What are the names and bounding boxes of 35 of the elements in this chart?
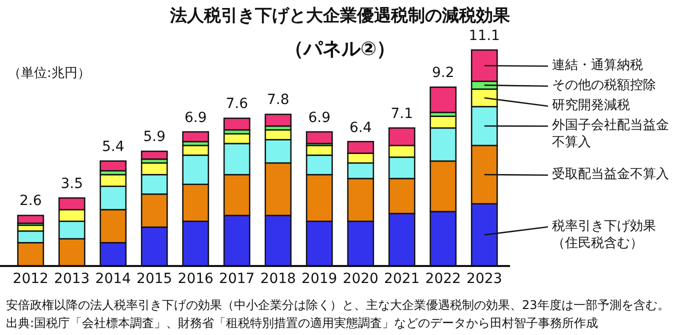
annotation: 7.8 <box>266 92 290 108</box>
chart-title: 法人税引き下げと大企業優遇税制の減税効果 <box>170 5 510 27</box>
annotation: 6.9 <box>308 110 331 126</box>
annotation: 11.1 <box>468 28 500 44</box>
annotation: 3.5 <box>60 176 84 192</box>
annotation: 7.6 <box>226 96 248 112</box>
annotation: 6.4 <box>349 120 372 136</box>
x-tick-label: 2013 <box>54 271 90 287</box>
annotation: 6.9 <box>184 110 207 126</box>
legend-label: 研究開発減税 <box>552 97 631 114</box>
legend-label: 税率引き下げ効果（住民税含む） <box>552 218 657 252</box>
x-tick-label: 2018 <box>260 271 296 287</box>
annotation: 5.4 <box>102 139 124 156</box>
annotation: 7.1 <box>390 106 414 122</box>
annotation: 9.2 <box>432 65 454 82</box>
legend-label: その他の税額控除 <box>552 77 657 94</box>
legend-label: 外国子会社配当益金不算入 <box>552 117 670 152</box>
annotation: 5.9 <box>143 129 166 146</box>
text: 安倍政権以降の法人税率引き下げの効果（中小企業分は除く）と、主な大企業優遇税制の効果、23年度は一部予測を含む。 <box>6 297 670 314</box>
annotation: （単位:兆円） <box>8 65 90 82</box>
annotation: 2.6 <box>19 193 42 210</box>
x-tick-label: 2022 <box>425 271 461 287</box>
x-tick-label: 2019 <box>302 271 338 287</box>
x-tick-label: 2023 <box>466 271 502 287</box>
x-tick-label: 2012 <box>12 271 48 287</box>
x-tick-label: 2016 <box>178 271 214 287</box>
x-tick-label: 2021 <box>384 271 420 287</box>
legend-label: 連結・通算納税 <box>552 57 644 74</box>
x-tick-label: 2014 <box>95 271 131 287</box>
x-tick-label: 2015 <box>136 271 172 287</box>
legend-label: 受取配当益金不算入 <box>552 166 670 184</box>
x-tick-label: 2017 <box>219 271 255 287</box>
x-tick-label: 2020 <box>342 271 378 287</box>
chart-subtitle: （パネル②） <box>284 37 396 62</box>
source-note: 出典:国税庁「会社標本調査」、財務省「租税特別措置の適用実態調査」などのデータから田村智子事務所作成 <box>6 315 598 332</box>
